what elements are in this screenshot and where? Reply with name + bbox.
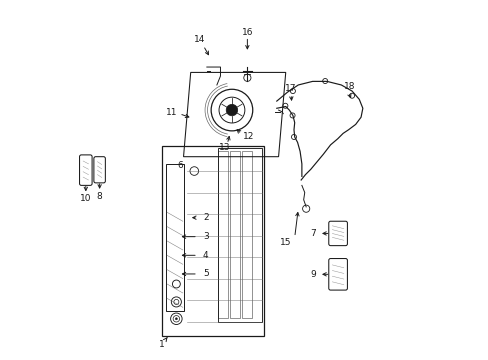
Text: 14: 14 — [194, 35, 205, 44]
Text: 3: 3 — [203, 232, 208, 241]
Text: 17: 17 — [285, 84, 296, 93]
Text: 16: 16 — [242, 28, 253, 37]
Text: 6: 6 — [177, 161, 183, 170]
Bar — [166, 164, 183, 311]
Text: 7: 7 — [310, 229, 316, 238]
Text: 8: 8 — [97, 192, 102, 201]
Bar — [229, 151, 239, 318]
Text: 1: 1 — [159, 341, 164, 350]
Bar — [217, 151, 227, 318]
Text: 9: 9 — [310, 270, 316, 279]
Text: 4: 4 — [203, 251, 208, 260]
Text: 12: 12 — [243, 132, 254, 141]
Text: 10: 10 — [80, 194, 91, 203]
Text: 15: 15 — [280, 238, 291, 247]
Text: 11: 11 — [166, 108, 178, 117]
Bar — [217, 148, 262, 321]
Circle shape — [175, 318, 177, 320]
Text: 13: 13 — [219, 143, 230, 152]
Text: 18: 18 — [343, 82, 355, 91]
Text: 5: 5 — [203, 269, 208, 278]
Bar — [242, 151, 251, 318]
Text: 2: 2 — [203, 213, 208, 222]
Circle shape — [226, 104, 237, 116]
